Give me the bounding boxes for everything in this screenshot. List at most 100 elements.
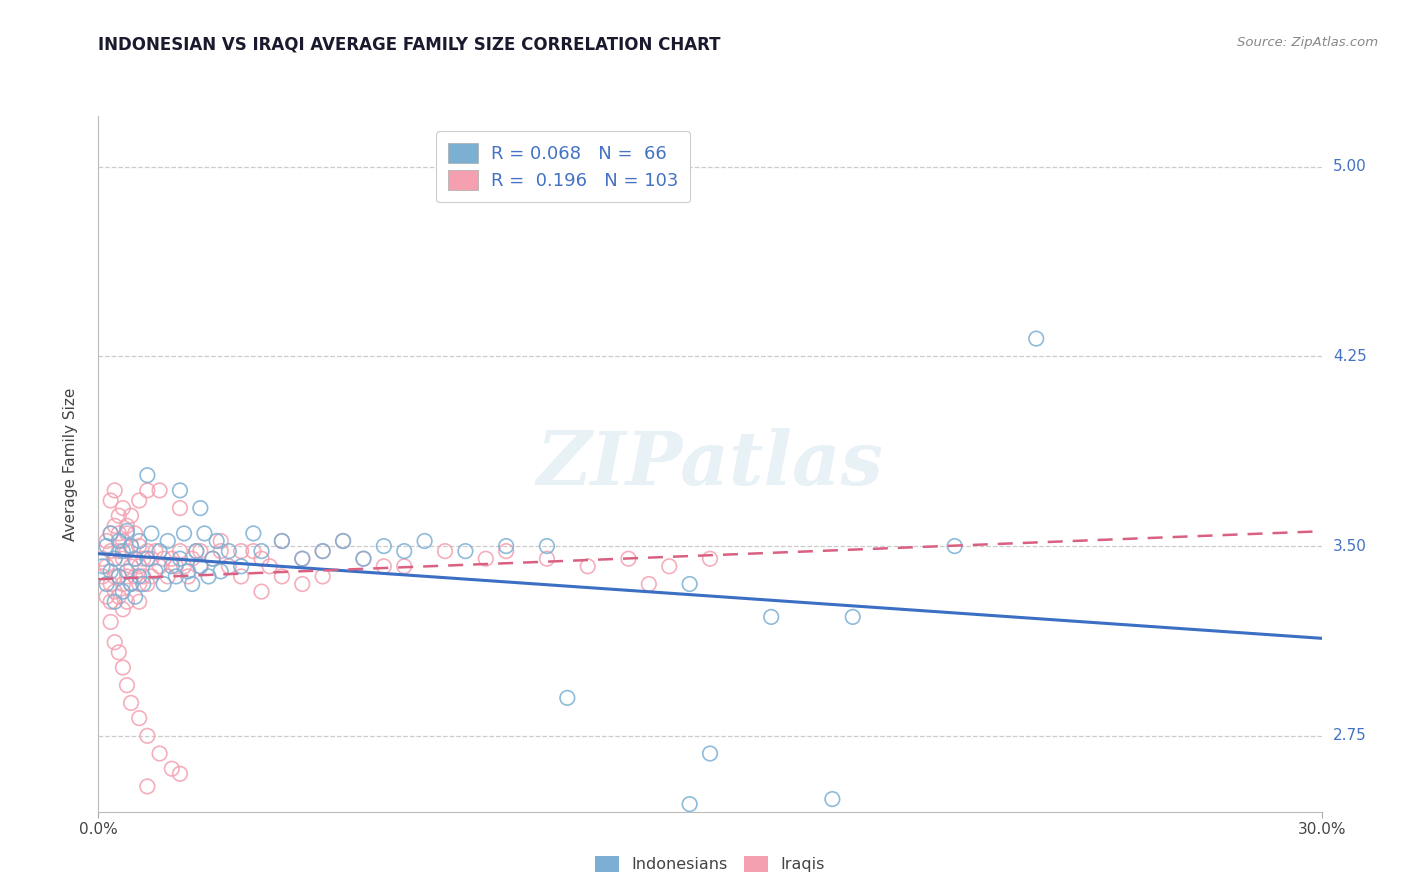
Point <box>100 577 122 591</box>
Point <box>197 569 219 583</box>
Point <box>181 551 204 566</box>
Point <box>145 544 167 558</box>
Point <box>156 569 179 583</box>
Point <box>270 534 294 549</box>
Point <box>120 539 142 553</box>
Point <box>352 551 374 566</box>
Point <box>136 483 159 498</box>
Text: Source: ZipAtlas.com: Source: ZipAtlas.com <box>1237 36 1378 49</box>
Point <box>637 577 661 591</box>
Point <box>160 551 183 566</box>
Point <box>291 551 314 566</box>
Point <box>104 518 127 533</box>
Point <box>250 544 273 558</box>
Point <box>111 602 134 616</box>
Point <box>536 539 558 553</box>
Point <box>104 584 127 599</box>
Point <box>156 534 179 549</box>
Point <box>104 635 127 649</box>
Point <box>132 551 155 566</box>
Point <box>209 534 232 549</box>
Point <box>149 747 172 761</box>
Point <box>434 544 457 558</box>
Point <box>205 534 228 549</box>
Point <box>181 577 204 591</box>
Point <box>173 526 195 541</box>
Point <box>120 559 142 574</box>
Point <box>201 551 224 566</box>
Point <box>111 551 134 566</box>
Point <box>115 526 138 541</box>
Point <box>201 551 224 566</box>
Point <box>141 551 163 566</box>
Point <box>128 711 150 725</box>
Point <box>136 577 159 591</box>
Point <box>160 762 183 776</box>
Point <box>104 595 127 609</box>
Point <box>209 544 232 558</box>
Point <box>312 569 335 583</box>
Point <box>149 559 172 574</box>
Point <box>111 501 134 516</box>
Point <box>454 544 477 558</box>
Point <box>124 569 146 583</box>
Point <box>120 577 142 591</box>
Point <box>96 577 118 591</box>
Point <box>132 569 155 583</box>
Point <box>111 584 134 599</box>
Point <box>100 565 122 579</box>
Point <box>165 559 187 574</box>
Point <box>188 559 212 574</box>
Text: 2.75: 2.75 <box>1333 729 1367 743</box>
Point <box>115 678 138 692</box>
Point <box>259 559 281 574</box>
Point <box>111 544 134 558</box>
Point <box>169 551 191 566</box>
Y-axis label: Average Family Size: Average Family Size <box>63 387 77 541</box>
Point <box>100 595 122 609</box>
Point <box>124 551 146 566</box>
Point <box>100 615 122 629</box>
Point <box>136 468 159 483</box>
Point <box>128 569 150 583</box>
Point <box>100 526 122 541</box>
Point <box>111 577 134 591</box>
Point <box>186 544 208 558</box>
Point <box>115 544 138 558</box>
Point <box>270 534 294 549</box>
Point <box>495 539 517 553</box>
Point <box>149 483 172 498</box>
Point <box>699 551 721 566</box>
Point <box>96 590 118 604</box>
Text: 5.00: 5.00 <box>1333 159 1367 174</box>
Point <box>699 747 721 761</box>
Point <box>392 559 416 574</box>
Point <box>96 559 118 574</box>
Point <box>761 610 783 624</box>
Point <box>1025 332 1047 346</box>
Point <box>96 539 118 553</box>
Point <box>136 780 159 794</box>
Point <box>145 565 167 579</box>
Point <box>332 534 354 549</box>
Point <box>128 539 150 553</box>
Point <box>100 526 122 541</box>
Point <box>413 534 436 549</box>
Point <box>128 559 150 574</box>
Point <box>169 483 191 498</box>
Point <box>352 551 374 566</box>
Point <box>658 559 681 574</box>
Point <box>821 792 844 806</box>
Point <box>160 559 183 574</box>
Point <box>108 645 131 659</box>
Point <box>104 551 127 566</box>
Legend: Indonesians, Iraqis: Indonesians, Iraqis <box>588 847 832 880</box>
Point <box>96 534 118 549</box>
Point <box>169 501 191 516</box>
Point <box>209 565 232 579</box>
Point <box>104 569 127 583</box>
Point <box>115 569 138 583</box>
Point <box>173 559 195 574</box>
Point <box>186 544 208 558</box>
Point <box>91 559 114 574</box>
